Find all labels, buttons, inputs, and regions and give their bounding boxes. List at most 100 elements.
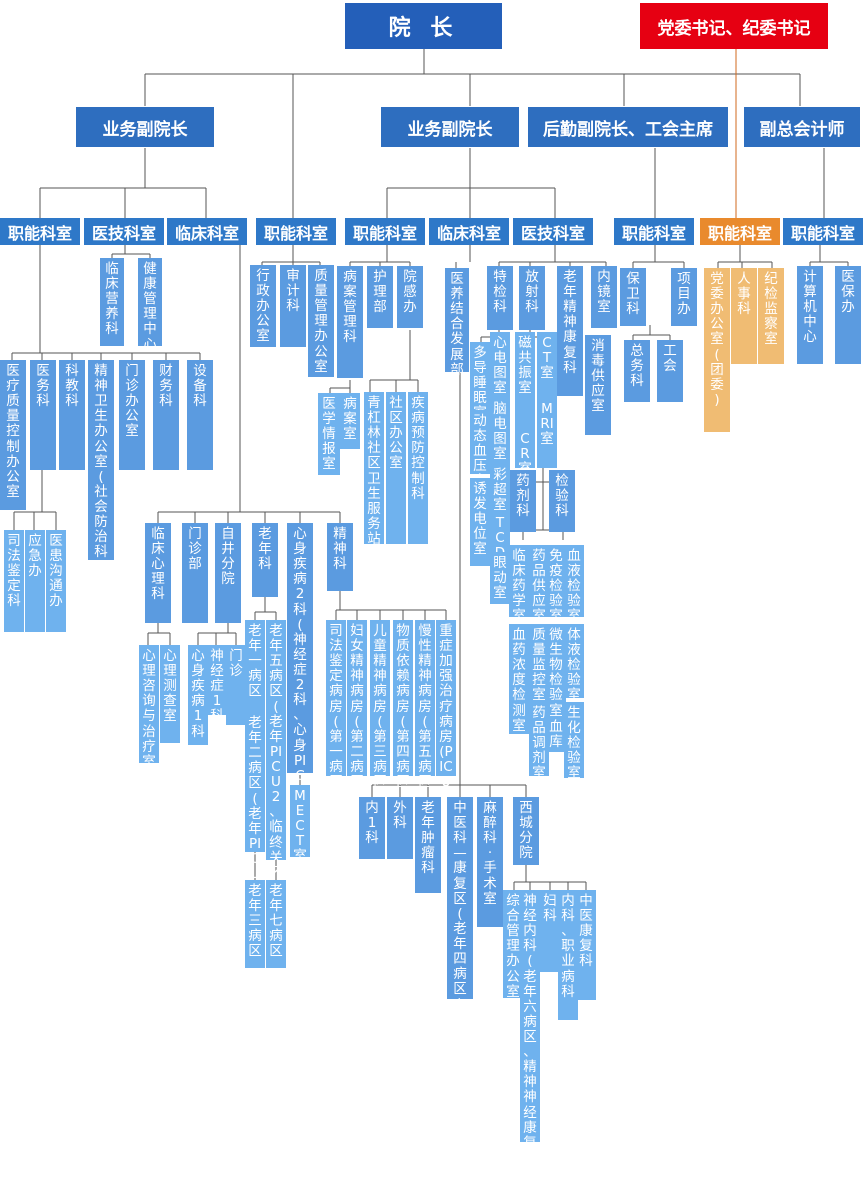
r-nursing-box: 护理部 [367,266,393,328]
p-party-office-box: 党委办公室(团委) [704,268,730,432]
r-blood-test-box-label: 血液检验室 [567,548,581,625]
right-functional-dept-label: 职能科室 [352,223,417,243]
r-disinfection-box-label: 消毒供应室 [591,338,605,415]
cl-counseling-box-label: 心理咨询与治疗室 [142,648,156,770]
president-box: 院 长 [345,3,502,49]
cl-picu-box: 重症加强治疗病房(PICU) [436,620,456,805]
r-clinical-pharmacy-box: 临床药学室 [509,545,529,624]
r-immunology-box-label: 免疫检验室 [549,548,563,625]
a-insurance-box-label: 医保办 [841,269,855,316]
right-functional-dept: 职能科室 [345,218,425,245]
cl-xc-gyn-box: 妇科 [540,890,560,972]
cl-surgery-box-label: 外科 [393,800,407,832]
c-quality-box-label: 质量管理办公室 [314,268,328,375]
vp-logistics: 后勤副院长、工会主席 [527,106,729,148]
cl-outpatient-box-label: 门诊部 [188,526,202,573]
p-hr-box: 人事科 [731,268,757,364]
cl-ward4-box-label: 物质依赖病房(第四病区) [396,623,410,804]
party-secretary-box: 党委书记、纪委书记 [640,3,828,49]
cl-xc-admin-box: 综合管理办公室 [503,890,523,1000]
cl-internal-box: 内1科 [359,797,385,859]
deputy-accountant-label: 副总会计师 [759,119,845,140]
r-drug-concentration-box-label: 血药浓度检测室 [512,627,526,734]
r-records-box-label: 病案管理科 [343,269,357,346]
cl-xc-gyn-box-label: 妇科 [543,893,557,925]
vp-business-right: 业务副院长 [380,106,520,148]
cl-psychosomatic1-box-label: 心身疾病1科 [191,648,205,740]
r-community-center-box: 青杠林社区卫生服务站 [364,392,384,547]
accountant-functional-dept-label: 职能科室 [790,223,855,243]
center-functional-dept-label: 职能科室 [263,223,328,243]
r-blood-bank-box-label: 血库 [549,719,563,751]
a-computer-box-label: 计算机中心 [803,269,817,346]
r-ambulatory-bp-box: 动态血压室 [470,410,490,489]
l-education-box-label: 科教科 [65,363,79,410]
l-outpatient-office-box-label: 门诊办公室 [125,363,139,440]
party-functional-dept: 职能科室 [700,218,780,245]
r-special-exam-box: 特检科 [487,266,513,330]
r-mri2-box: MRI室 [537,398,557,468]
r-microbiology-box-label: 微生物检验室 [549,627,563,719]
l-quality-office-box: 医疗质量控制办公室 [0,360,26,510]
r-eye-movement-box-label: 眼动室 [493,555,507,602]
cl-psychiatry-box-label: 精神科 [333,526,347,573]
g-security-box-label: 保卫科 [626,271,640,318]
r-ct-box-label: CT室 [540,335,554,382]
cl-ward2-box-label: 妇女精神病房(第二病区) [350,623,364,806]
cl-zijing-box-label: 自井分院 [221,526,235,588]
r-dispensing-box-label: 药品调剂室 [532,705,546,782]
cl-anesthesia-box: 麻醉科·手术室 [477,797,503,927]
cl-ger7-box: 老年七病区 [266,880,286,968]
r-quality-control-box: 质量监控室 [529,624,549,703]
cl-xc-internal-box-label: 内科、职业病科 [561,893,575,1000]
l-health-mgmt-box-label: 健康管理中心 [143,261,157,353]
r-ultrasound-box: 彩超室 [490,464,510,514]
r-disease-control-box-label: 疾病预防控制科 [411,395,425,502]
cl-xc-neuro-box: 神经内科(老年六病区、精神神经康复科) [520,890,540,1181]
center-functional-dept: 职能科室 [256,218,336,245]
cl-ward3-box-label: 儿童精神病房(第三病区) [373,623,387,804]
r-disinfection-box: 消毒供应室 [585,335,611,435]
cl-ger1-box: 老年一病区 [245,620,265,712]
right-medtech-dept-label: 医技科室 [520,223,585,243]
l-nutrition-box: 临床营养科 [100,258,124,346]
r-microbiology-box: 微生物检验室 [546,624,566,719]
r-body-fluid-box: 体液检验室 [564,624,584,703]
l-finance-box: 财务科 [153,360,179,470]
r-records-room-box-label: 病案室 [343,396,357,443]
g-general-box-label: 总务科 [630,343,644,390]
cl-zj-outpatient-box-label: 门诊 [229,648,243,680]
vp-business-left: 业务副院长 [75,106,215,148]
accountant-functional-dept: 职能科室 [783,218,863,245]
cl-ger5-box-label: 老年五病区(老年PICU2、临终关怀科) [269,623,283,910]
cl-psychosomatic2-box: 心身疾病2科(神经症2科、心身PICU) [287,523,313,814]
r-psg-box-label: 多导睡眠室 [473,345,487,420]
cl-xc-admin-box-label: 综合管理办公室 [506,893,520,1000]
g-project-box: 项目办 [671,268,697,326]
p-discipline-box: 纪检监察室 [758,268,784,364]
right-clinical-dept-label: 临床科室 [436,223,501,243]
r-ecg-box-label: 心电图室 [493,335,507,397]
r-biochem-box-label: 生化检验室 [567,705,581,782]
r-drug-supply-box: 药品供应室 [529,545,549,624]
r-eldercare-box-label: 医养结合发展部 [450,271,464,378]
l-health-mgmt-box: 健康管理中心 [138,258,162,352]
g-union-box: 工会 [657,340,683,402]
left-clinical-dept: 临床科室 [167,218,247,245]
cl-testing-box: 心理测查室 [160,645,180,743]
cl-ger1-box-label: 老年一病区 [248,623,262,700]
c-admin-box-label: 行政办公室 [256,268,270,345]
r-infection-box-label: 院感办 [403,269,417,316]
cl-surgery-box: 外科 [387,797,413,859]
r-drug-concentration-box: 血药浓度检测室 [509,624,529,734]
r-blood-test-box: 血液检验室 [564,545,584,624]
l-medical-affairs-box: 医务科 [30,360,56,470]
cl-psychiatry-box: 精神科 [327,523,353,591]
l-mental-health-box-label: 精神卫生办公室(社会防治科) [94,363,108,576]
left-medtech-dept-label: 医技科室 [91,223,156,243]
president-box-label: 院 长 [388,16,459,41]
cl-oncology-box: 老年肿瘤科 [415,797,441,893]
c-admin-box: 行政办公室 [250,265,276,347]
right-clinical-dept: 临床科室 [429,218,509,245]
r-disease-control-box: 疾病预防控制科 [408,392,428,544]
